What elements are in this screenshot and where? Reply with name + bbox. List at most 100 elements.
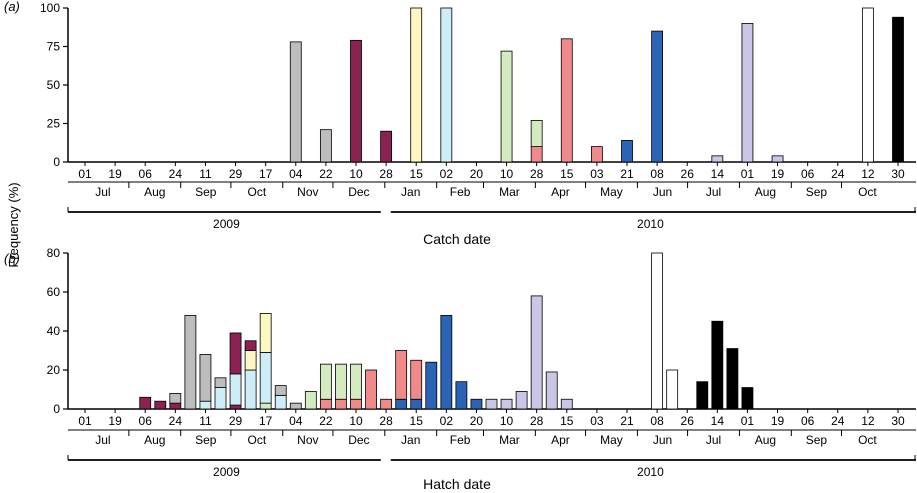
month-label: Jan [401, 433, 420, 447]
x-tick-label: 24 [169, 167, 183, 181]
bar-segment [410, 7, 423, 163]
bar-segment [395, 350, 408, 400]
month-label: Apr [551, 433, 570, 447]
bar-segment [139, 396, 152, 410]
month-label: Nov [297, 185, 318, 199]
month-label: Dec [348, 433, 369, 447]
x-tick-label: 19 [771, 167, 785, 181]
x-tick-label: 26 [681, 414, 695, 428]
bar-segment [440, 7, 453, 163]
month-label: Jul [95, 185, 110, 199]
bar-segment [274, 394, 287, 410]
bar-segment [214, 377, 227, 388]
month-label: Aug [755, 185, 776, 199]
x-tick-label: 06 [801, 414, 815, 428]
x-tick-label: 20 [470, 414, 484, 428]
x-tick-label: 22 [319, 167, 333, 181]
bar-segment [515, 391, 528, 410]
panel-a: (a) 0 25 50 75 100 01 19 06 24 11 29 17 04 22 10 28 15 02 2… [4, 0, 916, 247]
x-tick-label: 11 [199, 167, 212, 181]
bar-segment [214, 387, 227, 410]
y-axis-label: Frequency (%) [6, 182, 21, 267]
bar-segment [199, 353, 212, 402]
x-tick-label: 06 [801, 167, 815, 181]
bar-segment [892, 16, 904, 163]
month-label: Feb [450, 185, 471, 199]
month-label: Aug [144, 433, 165, 447]
month-label: Jun [653, 185, 672, 199]
x-tick-label: 04 [289, 167, 303, 181]
year-label: 2010 [637, 465, 664, 479]
y-tick-label: 75 [47, 40, 61, 54]
bar-segment [244, 340, 257, 351]
x-tick-label: 24 [831, 414, 845, 428]
y-tick-label: 80 [47, 246, 61, 260]
month-label: Nov [297, 433, 318, 447]
x-tick-label: 15 [560, 414, 574, 428]
y-tick-label: 25 [47, 117, 61, 131]
x-tick-label: 06 [139, 414, 153, 428]
x-tick-label: 12 [861, 414, 875, 428]
bar-segment [154, 400, 167, 410]
y-tick-label: 0 [53, 402, 60, 416]
month-label: Aug [144, 185, 165, 199]
month-label: Dec [348, 185, 369, 199]
bar-segment [395, 398, 408, 410]
x-tick-label: 11 [199, 414, 212, 428]
x-tick-label: 15 [410, 414, 424, 428]
x-tick-label: 01 [78, 167, 92, 181]
month-label: Sep [806, 433, 828, 447]
x-tick-label: 01 [741, 414, 755, 428]
bar-segment [350, 398, 362, 410]
bar-segment [289, 41, 302, 163]
bar-segment [410, 398, 423, 410]
bar-segment [380, 398, 393, 410]
x-tick-label: 14 [711, 414, 725, 428]
x-tick-label: 26 [681, 167, 695, 181]
bar-segment [319, 363, 332, 400]
x-tick-label: 08 [650, 167, 664, 181]
bar-segment [500, 398, 513, 410]
x-tick-label: 02 [440, 414, 454, 428]
month-label: Mar [499, 433, 520, 447]
x-tick-label: 02 [440, 167, 454, 181]
bar-segment [560, 398, 573, 410]
y-tick-label: 100 [40, 1, 60, 15]
x-tick-label: 03 [590, 167, 604, 181]
year-label: 2009 [213, 217, 240, 231]
x-tick-label: 19 [108, 414, 122, 428]
bar-segment [425, 361, 438, 410]
bar-segment [304, 391, 317, 410]
month-label: Jul [706, 433, 721, 447]
x-tick-label: 22 [319, 414, 333, 428]
x-tick-label: 29 [229, 414, 243, 428]
month-label: Oct [858, 433, 877, 447]
bar-segment [741, 387, 754, 410]
bar-segment [485, 398, 498, 410]
y-tick-label: 50 [47, 78, 61, 92]
bar-segment [651, 30, 664, 163]
x-tick-label: 28 [530, 414, 544, 428]
x-tick-label: 03 [590, 414, 604, 428]
month-label: Sep [195, 185, 217, 199]
bar-segment [530, 120, 543, 147]
x-axis-label: Hatch date [423, 476, 491, 492]
y-tick-label: 0 [53, 155, 60, 169]
x-tick-label: 12 [861, 167, 875, 181]
x-tick-label: 17 [259, 167, 273, 181]
bar-segment [455, 381, 468, 410]
bar-segment [365, 369, 377, 410]
bar-segment [319, 129, 332, 163]
bar-segment [244, 350, 257, 371]
bar-segment [380, 130, 393, 163]
bar-segment [335, 363, 347, 400]
x-tick-label: 21 [620, 167, 634, 181]
x-tick-label: 24 [169, 414, 183, 428]
bar-segment [741, 22, 754, 163]
panel-label: (a) [4, 0, 20, 14]
x-tick-label: 01 [78, 414, 92, 428]
month-label: Aug [755, 433, 776, 447]
x-tick-label: 19 [771, 414, 785, 428]
bar-segment [530, 146, 543, 163]
bar-segment [861, 7, 874, 163]
